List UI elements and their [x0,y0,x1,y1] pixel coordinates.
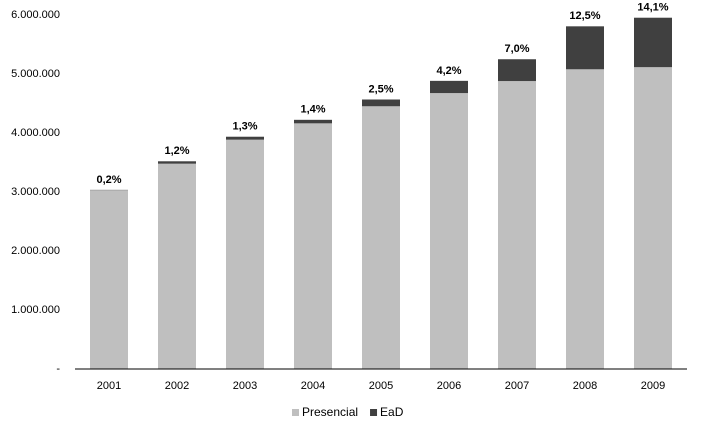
share-label: 14,1% [637,2,668,14]
bar-segment [566,26,604,70]
share-label: 7,0% [504,43,529,55]
y-tick-label: 4.000.000 [11,127,60,139]
y-tick-label: 1.000.000 [11,304,60,316]
bar-segment [226,136,264,140]
share-label: 1,3% [232,121,257,133]
bar-segment [362,106,400,369]
bar-segment [634,67,672,369]
bar-segment [226,139,264,369]
bar-segment [566,69,604,369]
y-tick-label: - [56,363,60,375]
x-tick-label: 2009 [641,380,665,392]
x-tick-label: 2001 [97,380,121,392]
share-label: 4,2% [436,65,461,77]
x-tick-label: 2002 [165,380,189,392]
share-label: 2,5% [368,83,393,95]
x-tick-label: 2008 [573,380,597,392]
bar-segment [90,190,128,369]
x-tick-label: 2004 [301,380,325,392]
x-tick-label: 2003 [233,380,257,392]
bar-segment [294,123,332,369]
share-label: 1,4% [300,104,325,116]
x-tick-label: 2005 [369,380,393,392]
bar-segment [498,59,536,82]
x-tick-label: 2007 [505,380,529,392]
share-label: 0,2% [96,174,121,186]
legend-label: EaD [380,405,404,419]
share-label: 12,5% [569,10,600,22]
x-tick-label: 2006 [437,380,461,392]
bar-segment [430,93,468,370]
y-tick-label: 5.000.000 [11,68,60,80]
y-tick-label: 3.000.000 [11,186,60,198]
y-tick-label: 6.000.000 [11,9,60,21]
bar-segment [430,80,468,94]
bar-segment [294,119,332,124]
share-label: 1,2% [164,145,189,157]
bar-segment [158,161,196,164]
legend-label: Presencial [302,405,358,419]
bar-segment [634,17,672,68]
bar-segment [158,163,196,369]
y-tick-label: 2.000.000 [11,245,60,257]
legend-swatch [292,409,299,416]
legend-swatch [370,409,378,416]
bar-segment [498,81,536,369]
bar-segment [362,99,400,107]
